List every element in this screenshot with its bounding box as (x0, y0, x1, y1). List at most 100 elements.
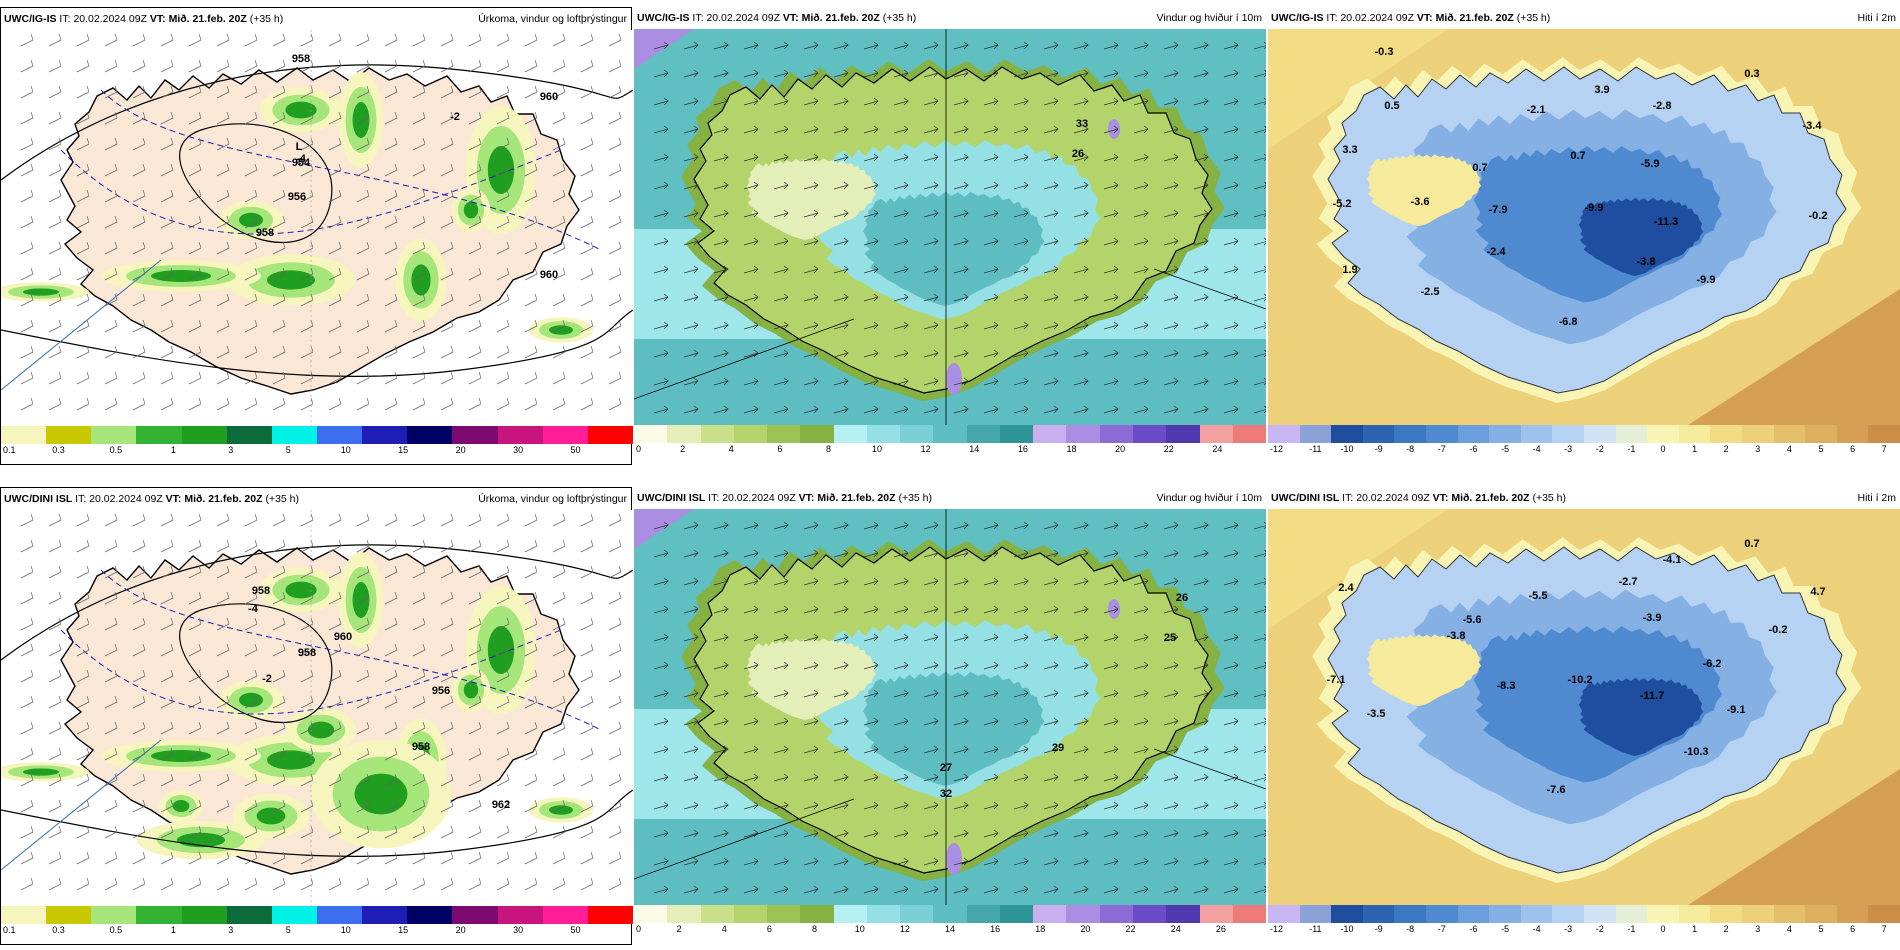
map-value-label: 956 (288, 191, 306, 203)
color-scale-swatch (1099, 425, 1133, 443)
map-value-label: 26 (1176, 592, 1188, 604)
color-scale-tick-label: 1 (1692, 924, 1698, 934)
map-value-label: -4.1 (1663, 554, 1682, 566)
color-scale-swatch (1868, 905, 1900, 923)
color-scale-tick-label: -6 (1469, 924, 1478, 934)
color-scale-swatch (866, 905, 901, 923)
color-scale-tick-label: 30 (513, 445, 524, 455)
color-scale-swatch (1868, 425, 1900, 443)
color-scale-swatch (933, 905, 967, 923)
color-scale-swatch (226, 426, 272, 444)
map-value-label: -3.4 (1803, 120, 1823, 132)
color-scale-swatch (667, 425, 701, 443)
header-vt: Mið. 21.feb. 20Z (801, 12, 880, 24)
color-scale-swatch (900, 905, 934, 923)
color-scale-swatch (1552, 905, 1584, 923)
color-scale-tick-label: 18 (1035, 924, 1046, 934)
map-value-label: -5.9 (1641, 158, 1660, 170)
color-scale-swatch (226, 906, 272, 924)
color-scale-tick-label: 5 (285, 445, 291, 455)
panel-run-info: UWC/IG-IS IT: 20.02.2024 09Z VT: Mið. 21… (4, 8, 283, 30)
color-scale-tick-label: 20 (1080, 924, 1091, 934)
color-scale-tick-label: 5 (1818, 924, 1824, 934)
color-scale-tick-label: 18 (1066, 444, 1077, 454)
color-scale-tick-label: -9 (1374, 444, 1383, 454)
color-scale-swatch (1033, 905, 1067, 923)
color-scale-tick-label: 0.3 (52, 445, 65, 455)
color-scale-swatch (866, 425, 901, 443)
map-value-label: 3.3 (1342, 144, 1357, 156)
color-scale-swatch (542, 906, 588, 924)
map-value-label: 1.9 (1342, 264, 1357, 276)
color-scale-bar (1, 906, 633, 924)
color-scale-swatch (1132, 425, 1167, 443)
color-scale-swatch (181, 426, 227, 444)
color-scale-tick-label: 6 (777, 444, 783, 454)
header-model: UWC/IG-IS (1271, 12, 1324, 24)
color-scale-tick-label: -8 (1406, 924, 1415, 934)
color-scale-tick-label: 7 (1881, 444, 1887, 454)
color-scale-bar (1268, 425, 1900, 443)
color-scale-swatch (1, 906, 47, 924)
color-scale-tick-label: 3 (228, 925, 234, 935)
color-scale-swatch (1299, 905, 1332, 923)
color-scale-tick-label: 6 (1850, 924, 1856, 934)
color-scale-tick-label: -5 (1500, 924, 1510, 934)
color-scale-swatch (136, 906, 182, 924)
color-scale-swatch (1489, 905, 1521, 923)
color-scale-tick-label: 22 (1163, 444, 1174, 454)
color-scale-swatch (1457, 425, 1490, 443)
map-panel-3: UWC/IG-IS IT: 20.02.2024 09Z VT: Mið. 21… (1268, 7, 1900, 465)
header-it-label: IT: (75, 493, 87, 505)
color-scale-tick-label: 2 (676, 924, 682, 934)
map-area: 26 25 29 27 32 (634, 509, 1266, 905)
color-scale-swatch (1741, 905, 1774, 923)
color-scale-tick-label: 10 (340, 445, 351, 455)
color-scale-tick-label: 2 (1723, 924, 1729, 934)
color-scale-ticks: -12 -11 -10 -9 -8 -7 -6 -5 -4 -3 -2 -1 0 1 2 3 4 5 6 7 (1268, 443, 1900, 457)
header-it: 20.02.2024 09Z (722, 492, 796, 504)
header-it-label: IT: (1342, 492, 1354, 504)
color-scale-tick-label: 0.1 (3, 445, 16, 455)
header-it-label: IT: (1326, 12, 1338, 24)
color-scale-swatch (136, 426, 182, 444)
map-value-label: 958 (256, 227, 274, 239)
color-scale-swatch (271, 426, 317, 444)
color-scale-ticks: 0.1 0.3 0.5 1 3 5 10 15 20 30 50 (1, 924, 633, 938)
color-scale-tick-label: 16 (1017, 444, 1028, 454)
map-value-label: 960 (334, 631, 352, 643)
color-scale-swatch (1268, 425, 1300, 443)
color-scale-swatch (966, 425, 1000, 443)
panel-title: Hiti í 2m (1857, 492, 1896, 504)
color-scale-tick-label: 6 (766, 924, 772, 934)
map-value-label: -6.2 (1703, 658, 1722, 670)
header-vt-label: VT: (1416, 12, 1433, 24)
color-scale-tick-label: 0 (636, 924, 642, 934)
map-value-label: -7.1 (1327, 674, 1346, 686)
color-scale-swatch (1232, 905, 1267, 923)
color-scale-swatch (1615, 905, 1648, 923)
color-scale-bar (634, 905, 1267, 923)
map-area: -0.3 0.3 0.5 3.9 -2.1 -2.8 -3.4 3.3 0.7 0.7 -5.9 -5… (1268, 29, 1900, 425)
panel-title: Úrkoma, vindur og loftþrýstingur (478, 493, 627, 505)
color-scale-swatch (900, 425, 934, 443)
map-value-label: 958 (412, 741, 430, 753)
color-scale-swatch (407, 906, 453, 924)
color-scale-swatch (1066, 905, 1100, 923)
color-scale-swatch (362, 906, 408, 924)
color-scale-tick-label: -11 (1309, 924, 1322, 934)
color-scale-tick-label: 0 (636, 444, 642, 454)
color-scale-swatch (587, 426, 633, 444)
color-scale-swatch (362, 426, 408, 444)
map-value-label: -7.6 (1547, 784, 1566, 796)
color-scale-swatch (1647, 905, 1679, 923)
color-scale-swatch (1773, 905, 1806, 923)
color-scale-tick-label: 3 (1755, 924, 1761, 934)
map-panel-4: UWC/DINI ISL IT: 20.02.2024 09Z VT: Mið.… (0, 487, 633, 945)
color-scale-swatch (1299, 425, 1332, 443)
map-value-label: -0.2 (1769, 624, 1788, 636)
header-lead: (+35 h) (882, 12, 917, 24)
header-vt: Mið. 21.feb. 20Z (184, 493, 263, 505)
color-scale-tick-label: -10 (1340, 444, 1354, 454)
color-scale-swatch (767, 905, 801, 923)
